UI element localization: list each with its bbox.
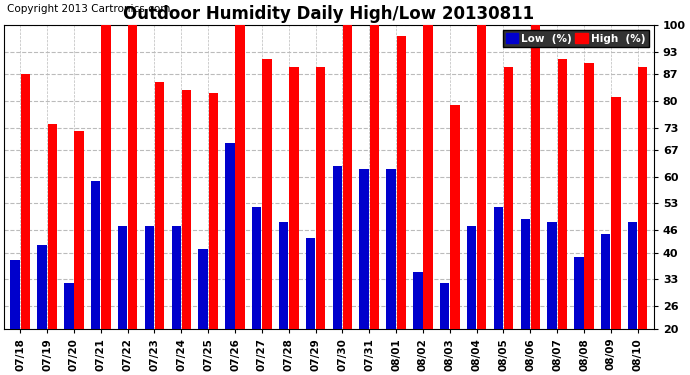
Bar bbox=[333, 165, 342, 375]
Bar bbox=[101, 25, 110, 375]
Bar bbox=[48, 124, 57, 375]
Bar bbox=[75, 131, 83, 375]
Bar bbox=[558, 59, 567, 375]
Bar bbox=[467, 226, 476, 375]
Text: Copyright 2013 Cartronics.com: Copyright 2013 Cartronics.com bbox=[7, 4, 170, 13]
Bar bbox=[208, 93, 218, 375]
Bar bbox=[504, 67, 513, 375]
Bar bbox=[279, 222, 288, 375]
Bar bbox=[574, 256, 584, 375]
Bar bbox=[397, 36, 406, 375]
Bar bbox=[584, 63, 594, 375]
Legend: Low  (%), High  (%): Low (%), High (%) bbox=[503, 30, 649, 46]
Bar bbox=[520, 219, 530, 375]
Bar bbox=[440, 283, 449, 375]
Bar bbox=[181, 90, 191, 375]
Bar bbox=[343, 25, 352, 375]
Bar bbox=[289, 67, 299, 375]
Bar bbox=[21, 74, 30, 375]
Bar bbox=[316, 67, 326, 375]
Bar bbox=[118, 226, 127, 375]
Bar bbox=[450, 105, 460, 375]
Bar bbox=[638, 67, 647, 375]
Bar bbox=[547, 222, 557, 375]
Bar bbox=[64, 283, 74, 375]
Bar bbox=[91, 181, 101, 375]
Bar bbox=[225, 143, 235, 375]
Bar bbox=[199, 249, 208, 375]
Bar bbox=[424, 25, 433, 375]
Bar bbox=[611, 97, 620, 375]
Bar bbox=[128, 25, 137, 375]
Bar bbox=[10, 261, 20, 375]
Bar bbox=[413, 272, 422, 375]
Bar bbox=[172, 226, 181, 375]
Bar bbox=[477, 25, 486, 375]
Bar bbox=[531, 25, 540, 375]
Bar bbox=[493, 207, 503, 375]
Bar bbox=[628, 222, 638, 375]
Bar bbox=[155, 82, 164, 375]
Bar bbox=[37, 245, 47, 375]
Bar bbox=[386, 169, 395, 375]
Bar bbox=[145, 226, 154, 375]
Bar bbox=[235, 25, 245, 375]
Title: Outdoor Humidity Daily High/Low 20130811: Outdoor Humidity Daily High/Low 20130811 bbox=[124, 6, 535, 24]
Bar bbox=[262, 59, 272, 375]
Bar bbox=[306, 238, 315, 375]
Bar bbox=[601, 234, 611, 375]
Bar bbox=[252, 207, 262, 375]
Bar bbox=[359, 169, 369, 375]
Bar bbox=[370, 25, 379, 375]
